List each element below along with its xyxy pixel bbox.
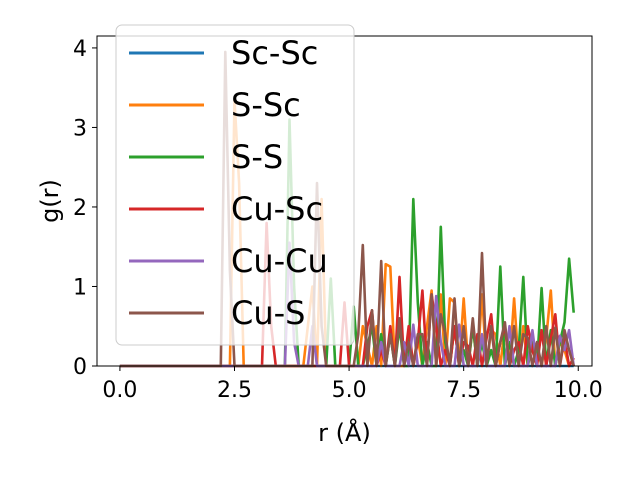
y-tick-label: 1 <box>73 275 87 300</box>
x-tick-label: 10.0 <box>554 378 603 403</box>
x-tick-label: 2.5 <box>217 378 252 403</box>
y-axis-label: g(r) <box>36 179 64 223</box>
y-tick-label: 3 <box>73 116 87 141</box>
legend-label: Cu-Cu <box>231 242 328 280</box>
series-line-cu-s <box>119 50 575 368</box>
legend-label: S-Sc <box>231 86 301 124</box>
legend-label: S-S <box>231 138 283 176</box>
x-tick-label: 5.0 <box>332 378 367 403</box>
legend-label: Cu-S <box>231 294 305 332</box>
legend-label: Cu-Sc <box>231 190 323 228</box>
y-tick-label: 4 <box>73 37 87 62</box>
y-tick-label: 0 <box>73 355 87 380</box>
x-tick-label: 0.0 <box>102 378 137 403</box>
ticks-layer: 0.0 2.5 5.0 7.5 10.0 0 1 2 3 4 <box>73 37 603 403</box>
y-tick-label: 2 <box>73 196 87 221</box>
x-tick-label: 7.5 <box>446 378 481 403</box>
legend: Sc-Sc S-Sc S-S Cu-Sc Cu-Cu Cu-S <box>115 24 355 346</box>
legend-label: Sc-Sc <box>231 34 318 72</box>
x-axis-label: r (Å) <box>318 418 371 447</box>
